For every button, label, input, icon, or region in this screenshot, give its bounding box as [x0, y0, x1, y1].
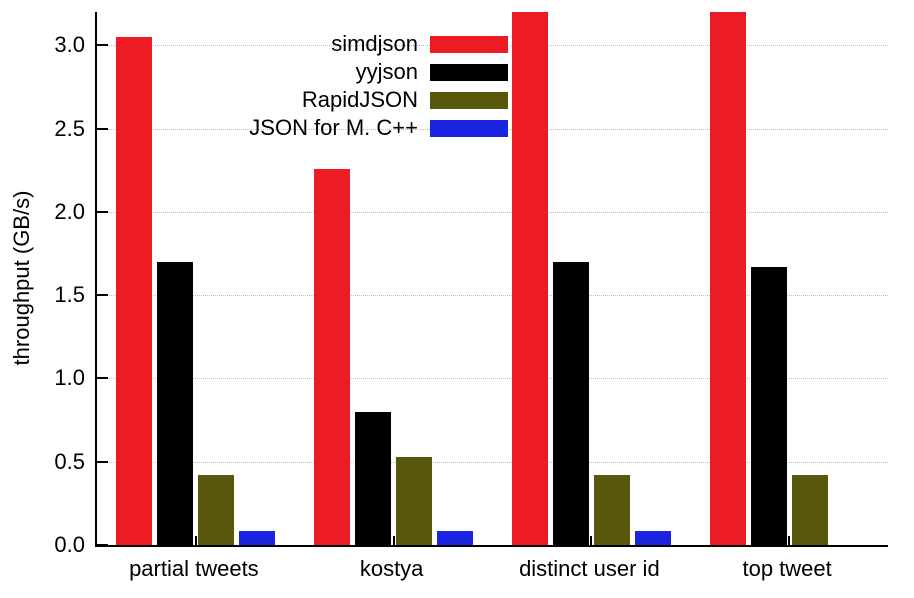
legend-label: RapidJSON	[301, 87, 418, 112]
bar-json-for-m-c-partial-tweets	[239, 530, 276, 545]
y-tick-mark	[97, 44, 108, 47]
x-tick-label-kostya: kostya	[359, 556, 424, 581]
x-tick-mark	[392, 536, 395, 545]
legend-swatch	[430, 63, 508, 81]
y-tick-label: 1.0	[54, 365, 85, 391]
legend-item-json-for-m-c: JSON for M. C++	[150, 114, 508, 142]
y-tick-mark	[97, 127, 108, 130]
bar-rapidjson-top-tweet	[791, 475, 828, 545]
legend-label: simdjson	[331, 31, 418, 56]
y-tick-mark	[97, 460, 108, 463]
x-tick-label-top-tweet: top tweet	[742, 556, 832, 581]
x-tick-mark	[194, 536, 197, 545]
gridline	[97, 378, 888, 380]
legend-swatch	[430, 119, 508, 137]
gridline	[97, 211, 888, 213]
legend-item-simdjson: simdjson	[150, 30, 508, 58]
x-tick-mark	[590, 536, 593, 545]
bar-simdjson-top-tweet	[709, 12, 746, 545]
y-tick-label: 1.5	[54, 282, 85, 308]
y-tick-label: 2.0	[54, 198, 85, 224]
legend-item-rapidjson: RapidJSON	[150, 86, 508, 114]
bar-rapidjson-kostya	[396, 456, 433, 545]
legend-label: yyjson	[355, 59, 418, 84]
bar-json-for-m-c-distinct-user-id	[634, 530, 671, 545]
y-tick-mark	[97, 210, 108, 213]
bar-yyjson-top-tweet	[750, 266, 787, 545]
bar-yyjson-kostya	[355, 411, 392, 545]
bar-rapidjson-partial-tweets	[198, 475, 235, 545]
bar-yyjson-distinct-user-id	[552, 261, 589, 545]
bar-simdjson-partial-tweets	[116, 36, 153, 545]
y-tick-label: 2.5	[54, 115, 85, 141]
plot-area	[95, 12, 888, 547]
legend-item-yyjson: yyjson	[150, 58, 508, 86]
gridline	[97, 461, 888, 463]
y-tick-label: 0.5	[54, 448, 85, 474]
bar-yyjson-partial-tweets	[157, 261, 194, 545]
legend-label: JSON for M. C++	[249, 115, 418, 140]
x-tick-mark	[788, 536, 791, 545]
bar-simdjson-kostya	[314, 168, 351, 545]
y-tick-mark	[97, 294, 108, 297]
legend: simdjson yyjson RapidJSON JSON for M. C++	[150, 30, 508, 142]
bar-rapidjson-distinct-user-id	[593, 475, 630, 545]
y-tick-label: 3.0	[54, 32, 85, 58]
y-tick-label: 0.0	[54, 532, 85, 557]
y-tick-mark	[97, 377, 108, 380]
legend-swatch	[430, 35, 508, 53]
x-tick-label-distinct-user-id: distinct user id	[519, 556, 660, 581]
x-tick-label-partial-tweets: partial tweets	[129, 556, 259, 581]
bar-simdjson-distinct-user-id	[511, 12, 548, 545]
y-tick-mark	[97, 544, 108, 546]
gridline	[97, 295, 888, 297]
legend-swatch	[430, 91, 508, 109]
bar-json-for-m-c-kostya	[437, 530, 474, 545]
